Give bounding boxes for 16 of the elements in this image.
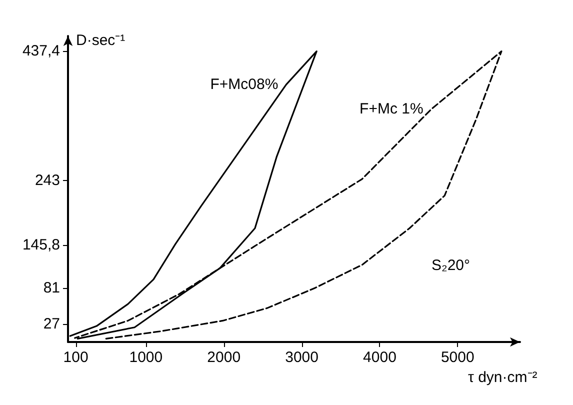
x-tick-label: 2000 — [207, 349, 241, 366]
x-tick-label: 4000 — [363, 349, 396, 366]
y-tick-label: 243 — [34, 172, 60, 189]
x-tick-label: 3000 — [285, 349, 318, 366]
annotation: S₂20° — [431, 257, 470, 274]
y-tick-label: 145,8 — [22, 236, 60, 254]
x-tick-label: 100 — [63, 349, 88, 366]
series-label: F+Mc 1% — [360, 100, 424, 118]
series-label: F+Mc08% — [210, 76, 278, 94]
y-tick-label: 27 — [43, 316, 60, 333]
y-tick-label: 437,4 — [22, 42, 60, 60]
x-axis-title: τ dyn·cm⁻² — [468, 369, 538, 386]
y-tick-label: 81 — [43, 280, 60, 297]
x-tick-label: 5000 — [440, 349, 474, 366]
y-axis-title: D·sec⁻¹ — [76, 32, 126, 49]
x-tick-label: 1000 — [129, 349, 163, 366]
